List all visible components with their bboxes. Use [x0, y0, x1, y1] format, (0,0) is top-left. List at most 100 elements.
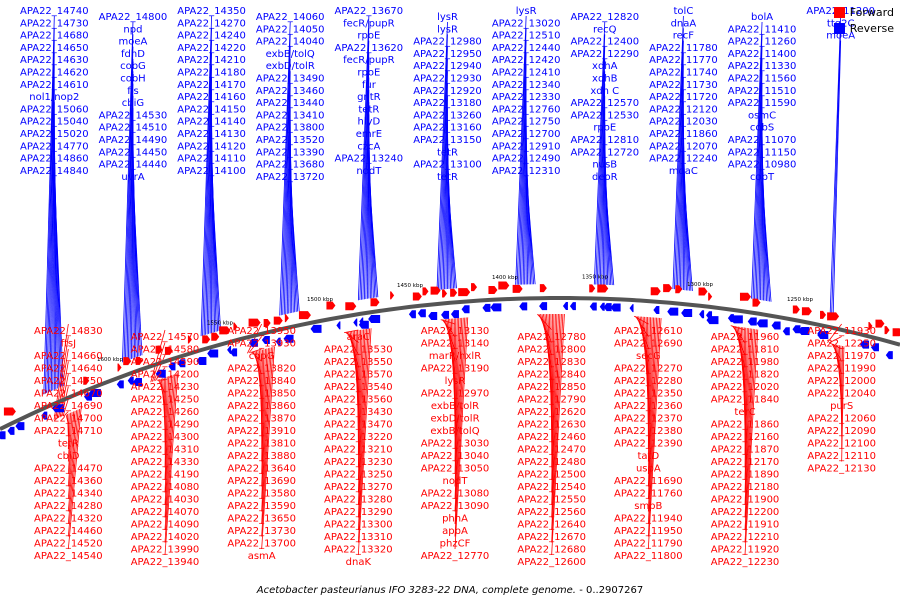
- reverse-gene-label: fecR/pupR: [343, 18, 395, 29]
- reverse-gene-arrow: [428, 312, 438, 321]
- reverse-leader-line: [44, 28, 55, 394]
- forward-gene-label: APA22_13310: [324, 532, 393, 543]
- reverse-gene-label: APA22_12940: [413, 61, 482, 72]
- reverse-gene-arrow: [41, 411, 48, 420]
- reverse-gene-label: APA22_11560: [728, 74, 797, 85]
- forward-gene-label: APA22_12640: [517, 520, 586, 531]
- reverse-leader-line: [832, 40, 842, 314]
- reverse-leader-line: [359, 28, 370, 300]
- forward-gene-labels: APA22_14830ftsJAPA22_14660APA22_14640APA…: [34, 326, 876, 568]
- forward-gene-label: APA22_11810: [711, 345, 780, 356]
- forward-gene-label: APA22_12560: [517, 507, 586, 518]
- reverse-gene-label: APA22_12290: [570, 49, 639, 60]
- reverse-gene-label: APA22_11590: [728, 98, 797, 109]
- forward-gene-label: APA22_12480: [517, 457, 586, 468]
- reverse-gene-label: tetR: [437, 172, 458, 183]
- reverse-gene-arrow: [310, 324, 322, 333]
- forward-gene-label: APA22_13080: [421, 489, 490, 500]
- forward-gene-arrow: [187, 335, 192, 344]
- reverse-gene-label: xdhB: [592, 74, 618, 85]
- forward-leader-line: [164, 374, 176, 531]
- forward-gene-label: APA22_13940: [131, 557, 200, 568]
- forward-gene-arrow: [458, 288, 471, 297]
- reverse-gene-label: APA22_13520: [256, 135, 325, 146]
- reverse-gene-arrow: [408, 310, 416, 319]
- reverse-gene-arrow: [83, 392, 92, 401]
- reverse-gene-label: APA22_14160: [177, 92, 246, 103]
- reverse-leader-line: [126, 58, 134, 361]
- forward-leader-line: [551, 314, 555, 468]
- reverse-gene-label: APA22_11400: [728, 49, 797, 60]
- reverse-gene-label: APA22_14450: [99, 147, 168, 158]
- reverse-gene-arrow: [52, 404, 65, 413]
- forward-leader-line: [744, 328, 750, 481]
- reverse-gene-arrow: [490, 303, 502, 312]
- forward-gene-label: APA22_14690: [34, 401, 103, 412]
- forward-leader-line: [261, 347, 272, 525]
- forward-gene-arrow: [488, 286, 498, 295]
- reverse-gene-label: APA22_11510: [728, 86, 797, 97]
- forward-gene-label: APA22_14710: [34, 426, 103, 437]
- forward-gene-label: tatD: [637, 451, 659, 462]
- forward-gene-label: APA22_13190: [421, 364, 490, 375]
- forward-leader-line: [551, 313, 564, 543]
- forward-gene-label: APA22_13990: [131, 545, 200, 556]
- reverse-gene-label: uvrA: [121, 172, 144, 183]
- forward-leader-line: [551, 313, 558, 493]
- reverse-gene-label: APA22_13680: [256, 160, 325, 171]
- reverse-gene-label: APA22_14270: [177, 18, 246, 29]
- reverse-gene-label: rpoE: [593, 123, 616, 134]
- forward-gene-label: APA22_12270: [614, 364, 683, 375]
- reverse-gene-label: APA22_10980: [728, 160, 797, 171]
- forward-gene-label: APA22_13290: [324, 507, 393, 518]
- forward-leader-line: [744, 329, 759, 556]
- forward-gene-label: APA22_12160: [711, 432, 780, 443]
- reverse-gene-label: APA22_13440: [256, 98, 325, 109]
- reverse-gene-arrow: [336, 321, 341, 330]
- forward-gene-label: apbA: [442, 526, 468, 537]
- forward-gene-label: APA22_13650: [227, 514, 296, 525]
- forward-leader-line: [454, 318, 458, 462]
- reverse-gene-label: rpoE: [357, 68, 380, 79]
- reverse-gene-label: APA22_13800: [256, 123, 325, 134]
- forward-gene-label: APA22_12040: [807, 389, 876, 400]
- reverse-gene-arrow: [629, 304, 634, 313]
- reverse-gene-arrow: [207, 349, 219, 358]
- forward-leader-line: [64, 411, 69, 416]
- reverse-leader-line: [752, 34, 763, 299]
- reverse-gene-arrow: [358, 320, 369, 329]
- reverse-gene-arrow: [417, 309, 426, 318]
- reverse-leader-line: [438, 34, 448, 290]
- forward-leader-line: [150, 329, 166, 383]
- forward-gene-label: APA22_12460: [517, 432, 586, 443]
- forward-leader-line: [841, 346, 843, 450]
- reverse-gene-arrow: [283, 334, 294, 343]
- reverse-gene-arrow: [771, 321, 781, 330]
- reverse-gene-arrow: [817, 331, 829, 340]
- ruler-tick-label: 1450 kbp: [397, 283, 423, 289]
- forward-gene-label: APA22_14540: [34, 551, 103, 562]
- reverse-gene-label: exbB/tolQ: [266, 49, 315, 60]
- reverse-gene-arrow: [539, 302, 548, 311]
- reverse-leader-line: [439, 46, 448, 290]
- forward-gene-label: APA22_13860: [227, 401, 296, 412]
- reverse-leader-line: [368, 175, 379, 298]
- reverse-leader-line: [282, 46, 291, 315]
- reverse-gene-label: dnaA: [671, 18, 697, 29]
- reverse-gene-label: fecR/pupR: [343, 55, 395, 66]
- reverse-gene-label: xdhA: [592, 61, 618, 72]
- forward-gene-arrow: [155, 345, 163, 354]
- forward-leader-line: [164, 373, 177, 543]
- ruler-tick-label: 1600 kbp: [97, 357, 123, 363]
- reverse-leader-line: [829, 15, 842, 314]
- forward-gene-label: APA22_13530: [324, 345, 393, 356]
- reverse-gene-arrow: [368, 314, 381, 323]
- forward-gene-arrow: [233, 322, 238, 331]
- forward-gene-label: APA22_13540: [324, 382, 393, 393]
- reverse-gene-label: APA22_12310: [492, 166, 561, 177]
- forward-gene-label: APA22_14190: [131, 470, 200, 481]
- forward-gene-label: APA22_12540: [517, 482, 586, 493]
- forward-leader-line: [647, 317, 659, 525]
- reverse-leader-line: [831, 28, 842, 314]
